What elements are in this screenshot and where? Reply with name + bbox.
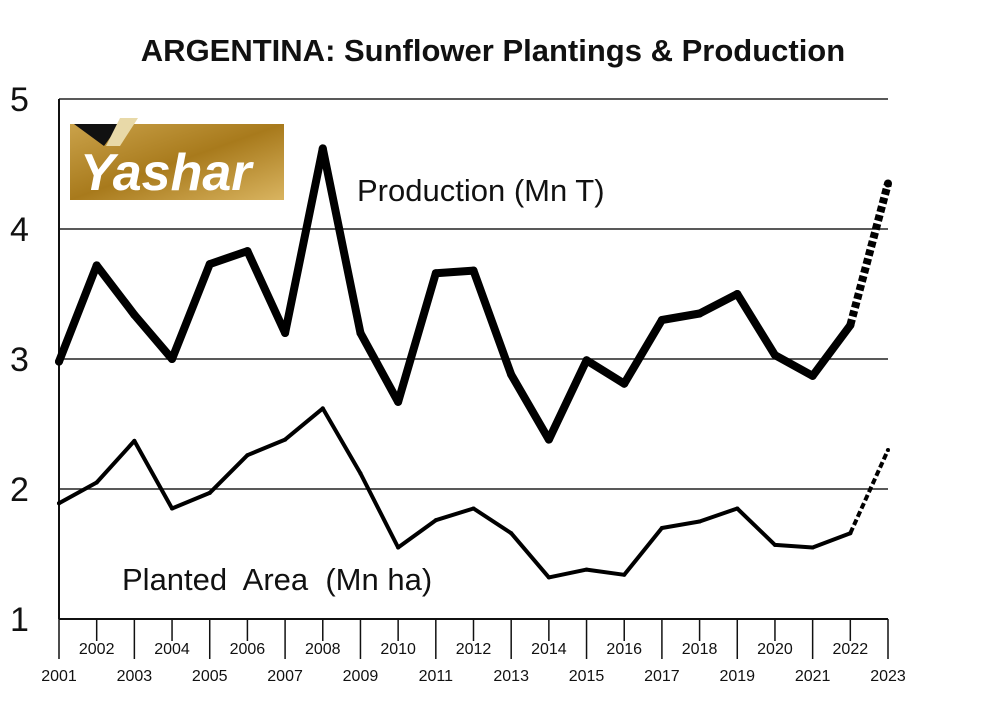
data-point — [55, 357, 63, 366]
data-point — [848, 531, 853, 536]
data-point — [509, 531, 514, 536]
data-point — [433, 518, 438, 523]
x-axis: 2001200220032004200520062007200820092010… — [41, 99, 906, 685]
data-point — [772, 542, 777, 547]
data-point — [770, 351, 779, 360]
data-point — [281, 329, 290, 337]
chart-title: ARGENTINA: Sunflower Plantings & Product… — [141, 33, 845, 68]
data-point — [695, 309, 704, 318]
data-point — [94, 480, 99, 485]
data-point — [584, 567, 589, 572]
x-tick-label: 2012 — [456, 641, 492, 658]
data-point — [469, 266, 478, 275]
data-point — [657, 316, 666, 324]
x-tick-label: 2013 — [493, 668, 529, 685]
data-point — [431, 269, 440, 278]
data-point — [130, 310, 139, 319]
y-tick-label: 3 — [10, 341, 29, 379]
data-point — [471, 506, 476, 511]
data-point — [245, 453, 250, 458]
x-tick-label: 2011 — [419, 668, 454, 685]
x-tick-label: 2015 — [569, 668, 605, 685]
yashar-logo: Yashar — [70, 118, 284, 202]
data-point — [886, 448, 890, 452]
logo-swoosh-icon — [106, 118, 138, 146]
x-tick-label: 2008 — [305, 641, 341, 658]
series-label-production: Production (Mn T) — [357, 173, 605, 208]
y-tick-label: 1 — [10, 601, 29, 639]
data-point — [320, 406, 325, 411]
logo-text: Yashar — [80, 144, 254, 202]
x-tick-label: 2001 — [41, 668, 77, 685]
data-point — [546, 575, 551, 580]
data-point — [318, 144, 327, 153]
series-label-planted-area: Planted Area (Mn ha) — [122, 562, 432, 597]
data-point — [733, 290, 742, 298]
data-point — [507, 370, 516, 379]
series-forecast-line-1 — [848, 449, 890, 535]
data-point — [168, 355, 177, 363]
data-point — [132, 438, 137, 443]
data-point — [697, 519, 702, 524]
x-tick-label: 2023 — [870, 668, 906, 685]
data-point — [243, 247, 252, 256]
data-point — [620, 379, 629, 388]
data-point — [358, 471, 363, 476]
x-tick-label: 2017 — [644, 668, 680, 685]
x-tick-label: 2022 — [833, 641, 869, 658]
data-point — [810, 545, 815, 550]
x-tick-label: 2005 — [192, 668, 228, 685]
data-point — [57, 501, 61, 506]
x-tick-label: 2004 — [154, 641, 190, 658]
series-line-0 — [55, 144, 855, 444]
x-tick-label: 2014 — [531, 641, 567, 658]
data-point — [170, 506, 175, 511]
x-tick-label: 2009 — [343, 668, 379, 685]
data-point — [205, 260, 214, 269]
x-tick-label: 2010 — [380, 641, 416, 658]
logo-triangle-icon — [74, 124, 120, 146]
data-point — [884, 179, 892, 188]
x-tick-label: 2006 — [230, 641, 266, 658]
data-point — [394, 397, 403, 406]
data-point — [356, 329, 365, 337]
x-tick-label: 2003 — [117, 668, 153, 685]
data-point — [207, 490, 212, 495]
data-point — [582, 356, 591, 365]
series-line-1 — [57, 406, 853, 580]
y-tick-label: 5 — [10, 81, 29, 119]
x-tick-label: 2020 — [757, 641, 793, 658]
data-point — [283, 437, 288, 442]
series-group — [55, 144, 892, 580]
data-point — [735, 506, 740, 511]
x-tick-label: 2021 — [795, 668, 831, 685]
y-tick-label: 4 — [10, 211, 29, 249]
y-tick-label: 2 — [10, 471, 29, 509]
data-point — [808, 371, 817, 380]
data-point — [396, 545, 401, 550]
x-tick-label: 2007 — [267, 668, 303, 685]
series-forecast-line-0 — [846, 182, 892, 327]
data-point — [544, 435, 553, 444]
data-point — [92, 261, 101, 270]
data-point — [659, 526, 664, 530]
y-axis: 1 2 3 4 5 — [10, 81, 29, 639]
data-point — [622, 572, 627, 577]
x-tick-label: 2018 — [682, 641, 718, 658]
data-point — [846, 321, 855, 330]
x-tick-label: 2016 — [606, 641, 642, 658]
x-tick-label: 2002 — [79, 641, 115, 658]
x-tick-label: 2019 — [719, 668, 755, 685]
